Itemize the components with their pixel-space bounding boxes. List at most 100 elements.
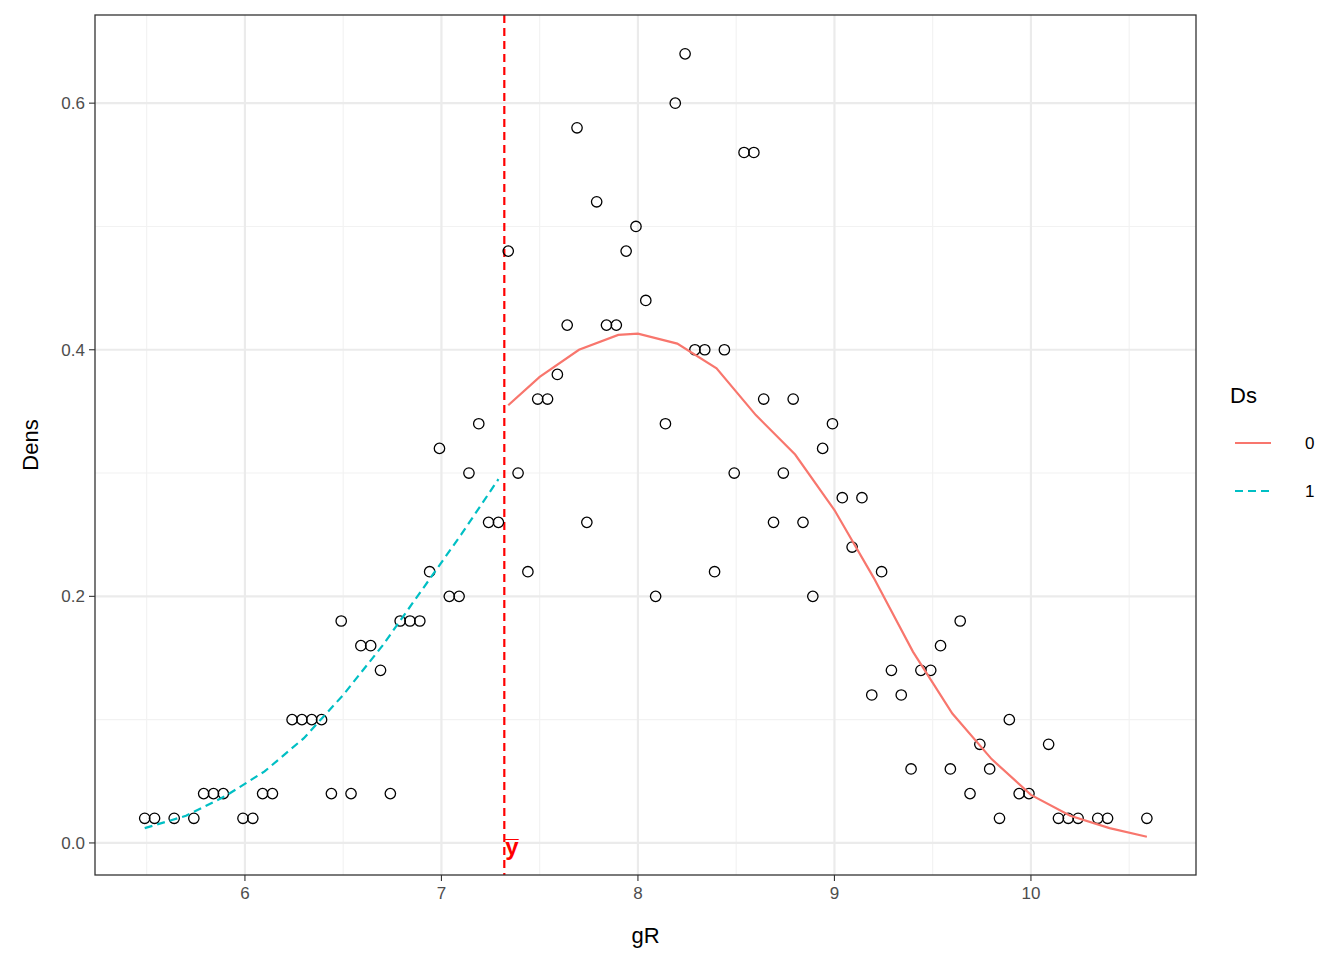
- point: [208, 788, 218, 798]
- point: [464, 468, 474, 478]
- legend-label: 0: [1305, 434, 1314, 453]
- point: [611, 320, 621, 330]
- minor-grid-line: [539, 15, 540, 875]
- reference-line: [503, 15, 505, 875]
- point: [533, 394, 543, 404]
- point: [503, 246, 513, 256]
- tick-mark: [637, 875, 638, 881]
- grid-line: [95, 842, 1196, 844]
- point: [582, 517, 592, 527]
- point: [336, 616, 346, 626]
- tick-label: 0.2: [61, 587, 85, 606]
- tick-label: 7: [437, 884, 446, 903]
- tick-label: 6: [240, 884, 249, 903]
- point: [660, 419, 670, 429]
- grid-line: [95, 595, 1196, 597]
- point: [906, 764, 916, 774]
- point: [680, 49, 690, 59]
- tick-label: 10: [1021, 884, 1040, 903]
- point: [415, 616, 425, 626]
- point: [572, 123, 582, 133]
- legend: Ds01: [1230, 383, 1314, 508]
- point: [552, 369, 562, 379]
- point: [729, 468, 739, 478]
- point: [365, 640, 375, 650]
- point: [238, 813, 248, 823]
- point: [149, 813, 159, 823]
- annotation-label: y̅: [504, 833, 519, 860]
- point: [356, 640, 366, 650]
- point: [876, 566, 886, 576]
- point: [1142, 813, 1152, 823]
- point: [798, 517, 808, 527]
- tick-label: 0.4: [61, 341, 85, 360]
- point: [1014, 788, 1024, 798]
- point: [749, 147, 759, 157]
- point: [700, 345, 710, 355]
- point: [513, 468, 523, 478]
- point: [768, 517, 778, 527]
- point: [817, 443, 827, 453]
- point: [248, 813, 258, 823]
- points: [140, 49, 1153, 824]
- point: [788, 394, 798, 404]
- panel-border: [95, 15, 1196, 875]
- point: [935, 640, 945, 650]
- point: [601, 320, 611, 330]
- point: [1004, 714, 1014, 724]
- grid-line: [95, 349, 1196, 351]
- axis-title: Dens: [18, 419, 43, 470]
- point: [483, 517, 493, 527]
- tick-mark: [89, 349, 95, 350]
- point: [1043, 739, 1053, 749]
- point: [758, 394, 768, 404]
- point: [198, 788, 208, 798]
- point: [709, 566, 719, 576]
- point: [542, 394, 552, 404]
- tick-mark: [441, 875, 442, 881]
- tick-label: 9: [830, 884, 839, 903]
- tick-label: 8: [633, 884, 642, 903]
- point: [739, 147, 749, 157]
- point: [140, 813, 150, 823]
- point: [896, 690, 906, 700]
- point: [444, 591, 454, 601]
- point: [267, 788, 277, 798]
- marks: [140, 15, 1153, 875]
- point: [778, 468, 788, 478]
- grid-line: [637, 15, 639, 875]
- point: [984, 764, 994, 774]
- tick-mark: [89, 103, 95, 104]
- minor-grid-line: [736, 15, 737, 875]
- point: [994, 813, 1004, 823]
- point: [405, 616, 415, 626]
- point: [670, 98, 680, 108]
- line-series: [508, 334, 1147, 837]
- point: [385, 788, 395, 798]
- point: [641, 295, 651, 305]
- legend-swatch: [1235, 442, 1271, 444]
- minor-grid-line: [343, 15, 344, 875]
- point: [493, 517, 503, 527]
- point: [945, 764, 955, 774]
- point: [955, 616, 965, 626]
- minor-grid-line: [1129, 15, 1130, 875]
- point: [297, 714, 307, 724]
- point: [1102, 813, 1112, 823]
- grid-line: [1030, 15, 1032, 875]
- point: [326, 788, 336, 798]
- legend-title: Ds: [1230, 383, 1257, 408]
- point: [886, 665, 896, 675]
- background: [0, 0, 1344, 960]
- point: [621, 246, 631, 256]
- legend-key: [1231, 426, 1275, 460]
- line-series: [145, 479, 499, 828]
- minor-grid-line: [932, 15, 933, 875]
- point: [287, 714, 297, 724]
- tick-mark: [89, 596, 95, 597]
- point: [346, 788, 356, 798]
- chart: y̅6789100.00.20.40.6gRDensDs01: [0, 0, 1344, 960]
- tick-label: 0.6: [61, 94, 85, 113]
- axis-title: gR: [631, 923, 659, 948]
- point: [1053, 813, 1063, 823]
